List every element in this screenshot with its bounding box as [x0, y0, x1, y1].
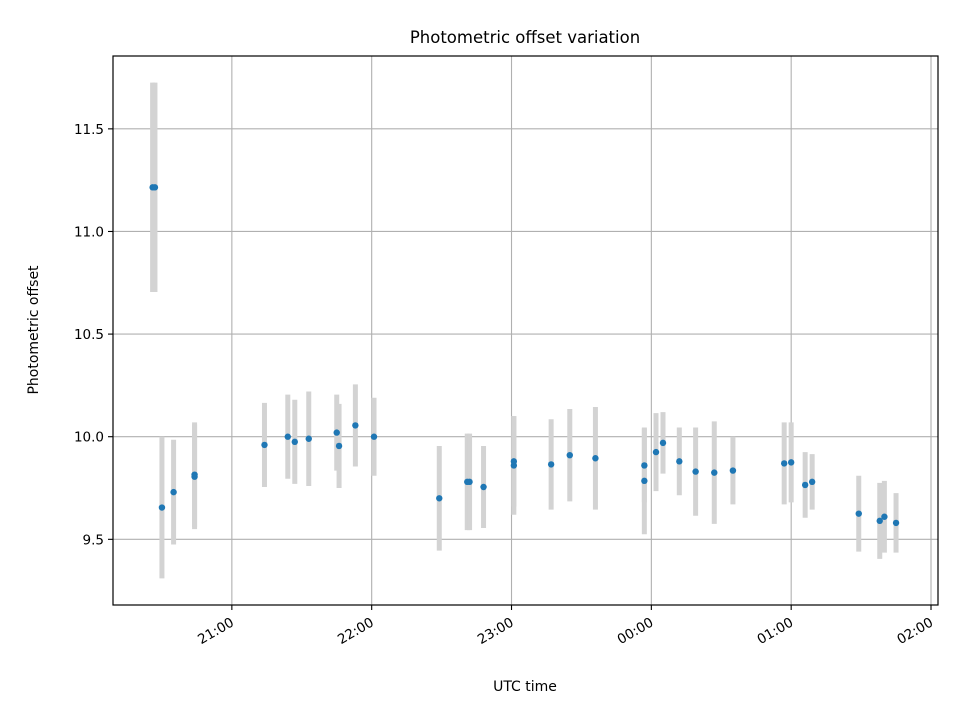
data-point	[335, 442, 343, 450]
x-axis-label: UTC time	[493, 679, 557, 695]
grid	[113, 56, 938, 605]
data-point	[284, 433, 291, 440]
plot-area	[113, 56, 938, 605]
data-point	[641, 477, 648, 485]
data-point	[659, 439, 667, 447]
data-point	[641, 462, 648, 469]
y-tick-label: 10.0	[74, 430, 104, 446]
data-point	[801, 481, 809, 489]
data-point	[855, 510, 862, 517]
data-point	[261, 441, 268, 449]
data-point	[191, 473, 198, 480]
data-point	[892, 519, 900, 527]
data-point	[876, 517, 883, 525]
y-tick-label: 11.0	[74, 224, 104, 240]
data-point	[510, 458, 518, 465]
chart-title: Photometric offset variation	[410, 28, 640, 47]
data-point	[676, 458, 683, 465]
data-point	[787, 459, 795, 466]
data-point	[352, 422, 359, 429]
data-point	[333, 429, 340, 436]
data-point	[780, 460, 788, 467]
data-point	[729, 467, 737, 474]
data-point	[808, 478, 816, 486]
data-point	[566, 451, 573, 459]
data-point	[692, 468, 699, 475]
data-point	[170, 488, 177, 496]
data-point	[547, 461, 555, 468]
data-point	[711, 469, 718, 476]
data-point	[436, 495, 443, 502]
data-point	[652, 448, 660, 456]
axes-frame	[112, 55, 939, 606]
data-point	[370, 433, 378, 440]
y-tick-label: 10.5	[74, 327, 104, 343]
y-tick-label: 11.5	[74, 122, 104, 138]
data-point	[305, 435, 312, 442]
y-axis-label: Photometric offset	[26, 265, 42, 395]
data-point	[151, 184, 159, 191]
data-point	[881, 513, 888, 520]
data-point	[158, 504, 166, 511]
data-point	[592, 455, 599, 462]
data-point	[291, 438, 298, 446]
data-point	[480, 483, 487, 491]
y-tick-label: 9.5	[83, 532, 104, 548]
data-points	[149, 184, 900, 527]
data-point	[466, 478, 473, 486]
